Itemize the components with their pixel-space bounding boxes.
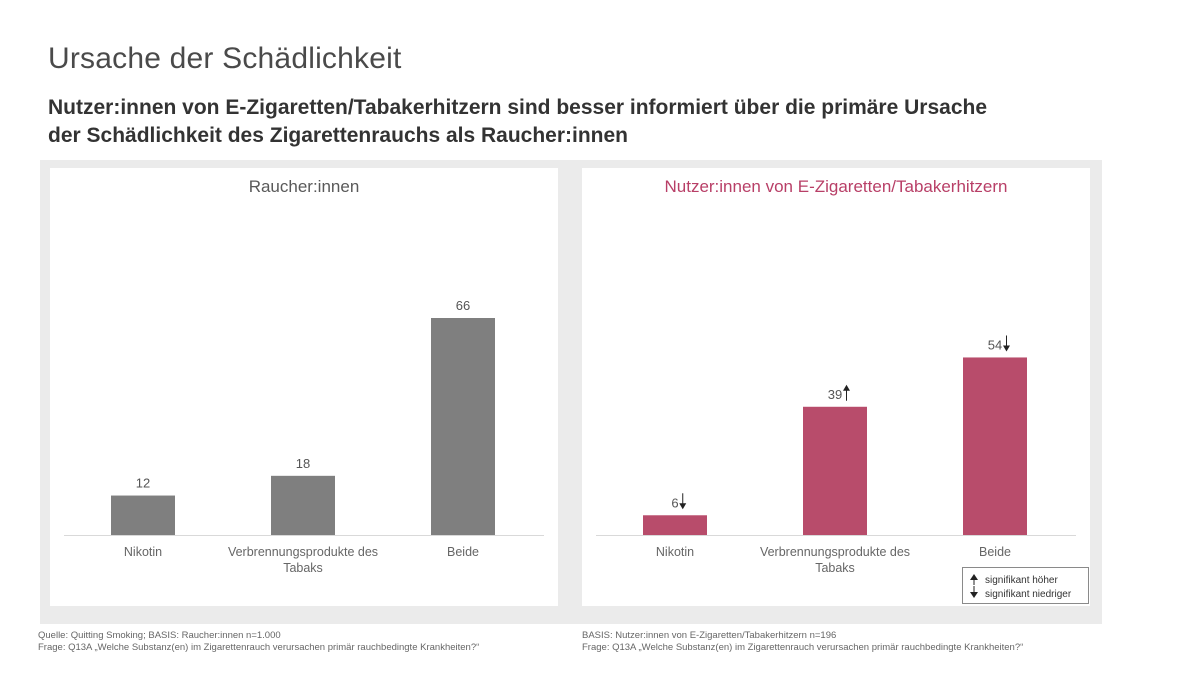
significance-legend: signifikant höher signifikant niedriger (962, 567, 1089, 604)
chart-title: Nutzer:innen von E-Zigaretten/Tabakerhit… (664, 177, 1007, 196)
subtitle-line-1: Nutzer:innen von E-Zigaretten/Tabakerhit… (48, 96, 988, 119)
page-subtitle: Nutzer:innen von E-Zigaretten/Tabakerhit… (48, 94, 1008, 150)
category-label: Tabaks (815, 561, 855, 575)
data-label: 18 (296, 456, 310, 471)
chart-title: Raucher:innen (249, 177, 360, 196)
category-label: Beide (979, 545, 1011, 559)
legend-lower-label: signifikant niedriger (985, 589, 1072, 600)
category-label: Verbrennungsprodukte des (760, 545, 910, 559)
category-label: Beide (447, 545, 479, 559)
page-title: Ursache der Schädlichkeit (48, 42, 402, 75)
significance-down-arrow-icon (1003, 335, 1010, 352)
significance-up-arrow-icon (843, 384, 850, 401)
bar-beide (963, 357, 1027, 535)
arrow-head (1003, 345, 1010, 352)
category-label: Nikotin (656, 545, 694, 559)
category-label: Nikotin (124, 545, 162, 559)
footnote-smokers: Quelle: Quitting Smoking; BASIS: Raucher… (38, 630, 479, 654)
arrow-head (679, 503, 687, 510)
category-label: Tabaks (283, 561, 323, 575)
footnote-basis: BASIS: Nutzer:innen von E-Zigaretten/Tab… (582, 630, 837, 641)
data-label: 39 (828, 387, 842, 402)
significance-arrows-icon (970, 574, 978, 598)
data-label: 54 (988, 337, 1002, 352)
footnote-question: Frage: Q13A „Welche Substanz(en) im Ziga… (582, 642, 1024, 653)
arrow-head (843, 384, 850, 391)
data-label: 6 (671, 495, 678, 510)
chart-smokers: Raucher:innen 12 Nikotin 18 Verbrennungsprod… (64, 177, 544, 575)
data-label: 66 (456, 298, 470, 313)
bar-verbrennungsprodukte-des-tabaks (803, 406, 867, 535)
footnote-question: Frage: Q13A „Welche Substanz(en) im Ziga… (38, 642, 480, 653)
footnote-ecig-users: BASIS: Nutzer:innen von E-Zigaretten/Tab… (582, 630, 1023, 654)
legend-higher-label: signifikant höher (985, 575, 1058, 586)
footnote-source: Quelle: Quitting Smoking; BASIS: Raucher… (38, 630, 281, 641)
significance-down-arrow-icon (679, 493, 687, 510)
data-label: 12 (136, 476, 150, 491)
category-label: Verbrennungsprodukte des (228, 545, 378, 559)
bar-verbrennungsprodukte-des-tabaks (271, 475, 335, 535)
bar-beide (431, 318, 495, 535)
bar-nikotin (111, 495, 175, 535)
bar-nikotin (643, 515, 707, 535)
chart-panel-smokers: Raucher:innen 12 Nikotin 18 Verbrennungsprod… (50, 168, 558, 606)
subtitle-line-2: der Schädlichkeit des Zigarettenrauchs a… (48, 124, 629, 147)
chart-ecig-users: Nutzer:innen von E-Zigaretten/Tabakerhit… (596, 177, 1076, 575)
chart-panel-ecig-users: Nutzer:innen von E-Zigaretten/Tabakerhit… (582, 168, 1090, 606)
